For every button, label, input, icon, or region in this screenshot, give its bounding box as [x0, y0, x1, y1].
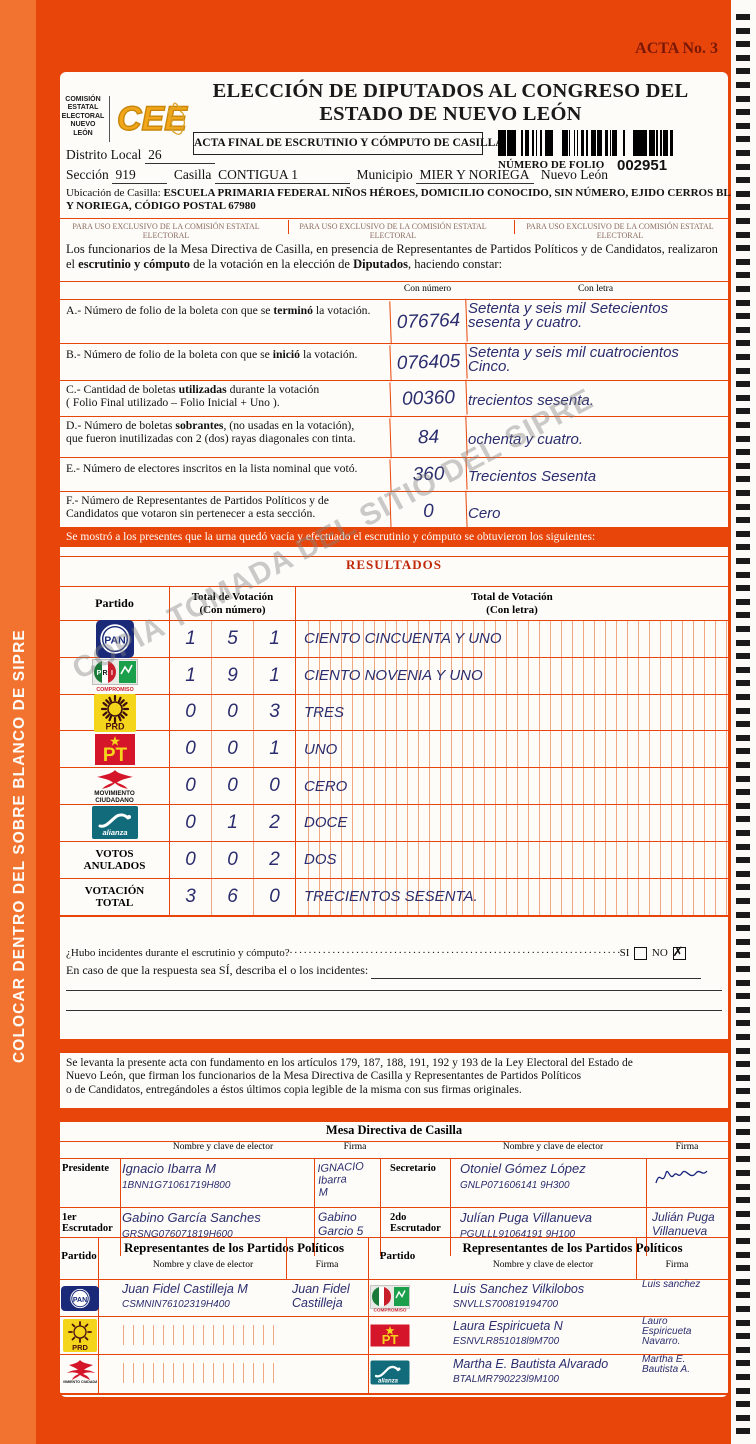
svg-text:PT: PT: [102, 745, 127, 765]
svg-text:MOVIMIENTO CIUDADANO: MOVIMIENTO CIUDADANO: [63, 1380, 97, 1384]
svg-text:PRD: PRD: [105, 721, 125, 731]
svg-text:PT: PT: [382, 1332, 399, 1347]
svg-text:COMPROMISO: COMPROMISO: [96, 687, 133, 693]
svg-text:alianza: alianza: [102, 828, 127, 837]
svg-text:alianza: alianza: [378, 1379, 399, 1385]
svg-text:PRD: PRD: [72, 1343, 88, 1352]
svg-text:PAN: PAN: [73, 1297, 87, 1304]
svg-text:COMPROMISO: COMPROMISO: [373, 1308, 406, 1313]
